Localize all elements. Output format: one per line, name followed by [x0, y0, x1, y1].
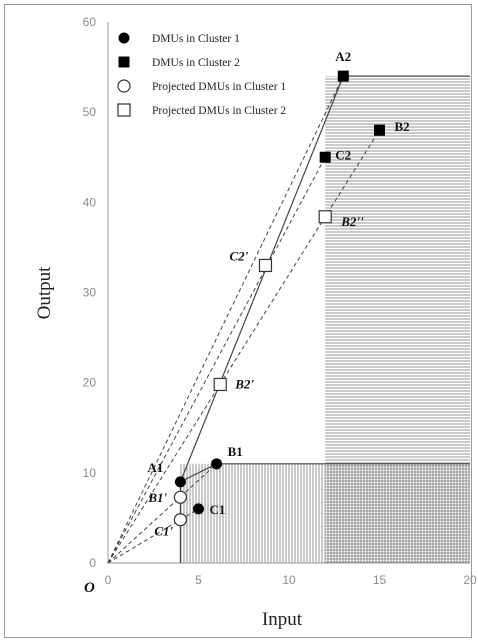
- x-tick-label: 0: [105, 573, 112, 587]
- point-label: B1': [147, 490, 167, 505]
- data-point: [213, 377, 227, 392]
- legend-label: Projected DMUs in Cluster 2: [152, 105, 286, 117]
- legend-marker: [118, 32, 130, 44]
- legend-label: DMUs in Cluster 2: [152, 57, 240, 69]
- point-label: A1: [147, 460, 163, 475]
- ray-line: [107, 129, 380, 564]
- ray-line: [107, 75, 344, 564]
- y-tick-label: 10: [83, 466, 97, 480]
- origin-label: O: [84, 580, 95, 596]
- x-tick-label: 15: [373, 573, 387, 587]
- data-point: [319, 151, 331, 163]
- point-label: B2'': [340, 214, 364, 229]
- legend-label: Projected DMUs in Cluster 1: [152, 81, 286, 93]
- point-label: C1: [210, 502, 226, 517]
- shaded-region-vertical: [180, 463, 326, 563]
- y-tick-label: 50: [83, 105, 97, 119]
- data-point: [211, 458, 223, 470]
- y-axis-title: Output: [34, 266, 55, 320]
- y-tick-label: 0: [89, 556, 96, 570]
- data-point: [173, 513, 187, 527]
- x-tick-label: 20: [463, 573, 477, 587]
- legend-label: DMUs in Cluster 1: [152, 33, 240, 45]
- data-point: [174, 476, 186, 488]
- x-axis-title: Input: [262, 609, 303, 630]
- legend-marker: [117, 79, 131, 93]
- point-label: C1': [154, 524, 173, 539]
- data-point: [318, 210, 332, 224]
- x-tick-label: 5: [195, 573, 202, 587]
- y-tick-label: 30: [83, 286, 97, 300]
- legend-marker: [117, 103, 131, 117]
- point-label: C2: [335, 147, 351, 162]
- y-tick-label: 40: [83, 195, 97, 209]
- legend-marker: [118, 56, 130, 68]
- data-point: [374, 124, 385, 136]
- shaded-region-vertical: [325, 463, 470, 563]
- y-tick-label: 60: [83, 15, 97, 29]
- data-point: [173, 490, 187, 504]
- point-label: B2': [234, 376, 254, 391]
- data-point: [258, 258, 273, 273]
- point-label: C2': [229, 248, 248, 263]
- data-point: [193, 503, 204, 515]
- point-label: B1: [228, 444, 243, 459]
- data-point: [337, 70, 349, 82]
- y-tick-label: 20: [83, 376, 97, 390]
- x-tick-label: 10: [282, 573, 296, 587]
- ray-line: [107, 463, 217, 564]
- point-label: A2: [335, 49, 351, 64]
- point-label: B2: [395, 119, 410, 134]
